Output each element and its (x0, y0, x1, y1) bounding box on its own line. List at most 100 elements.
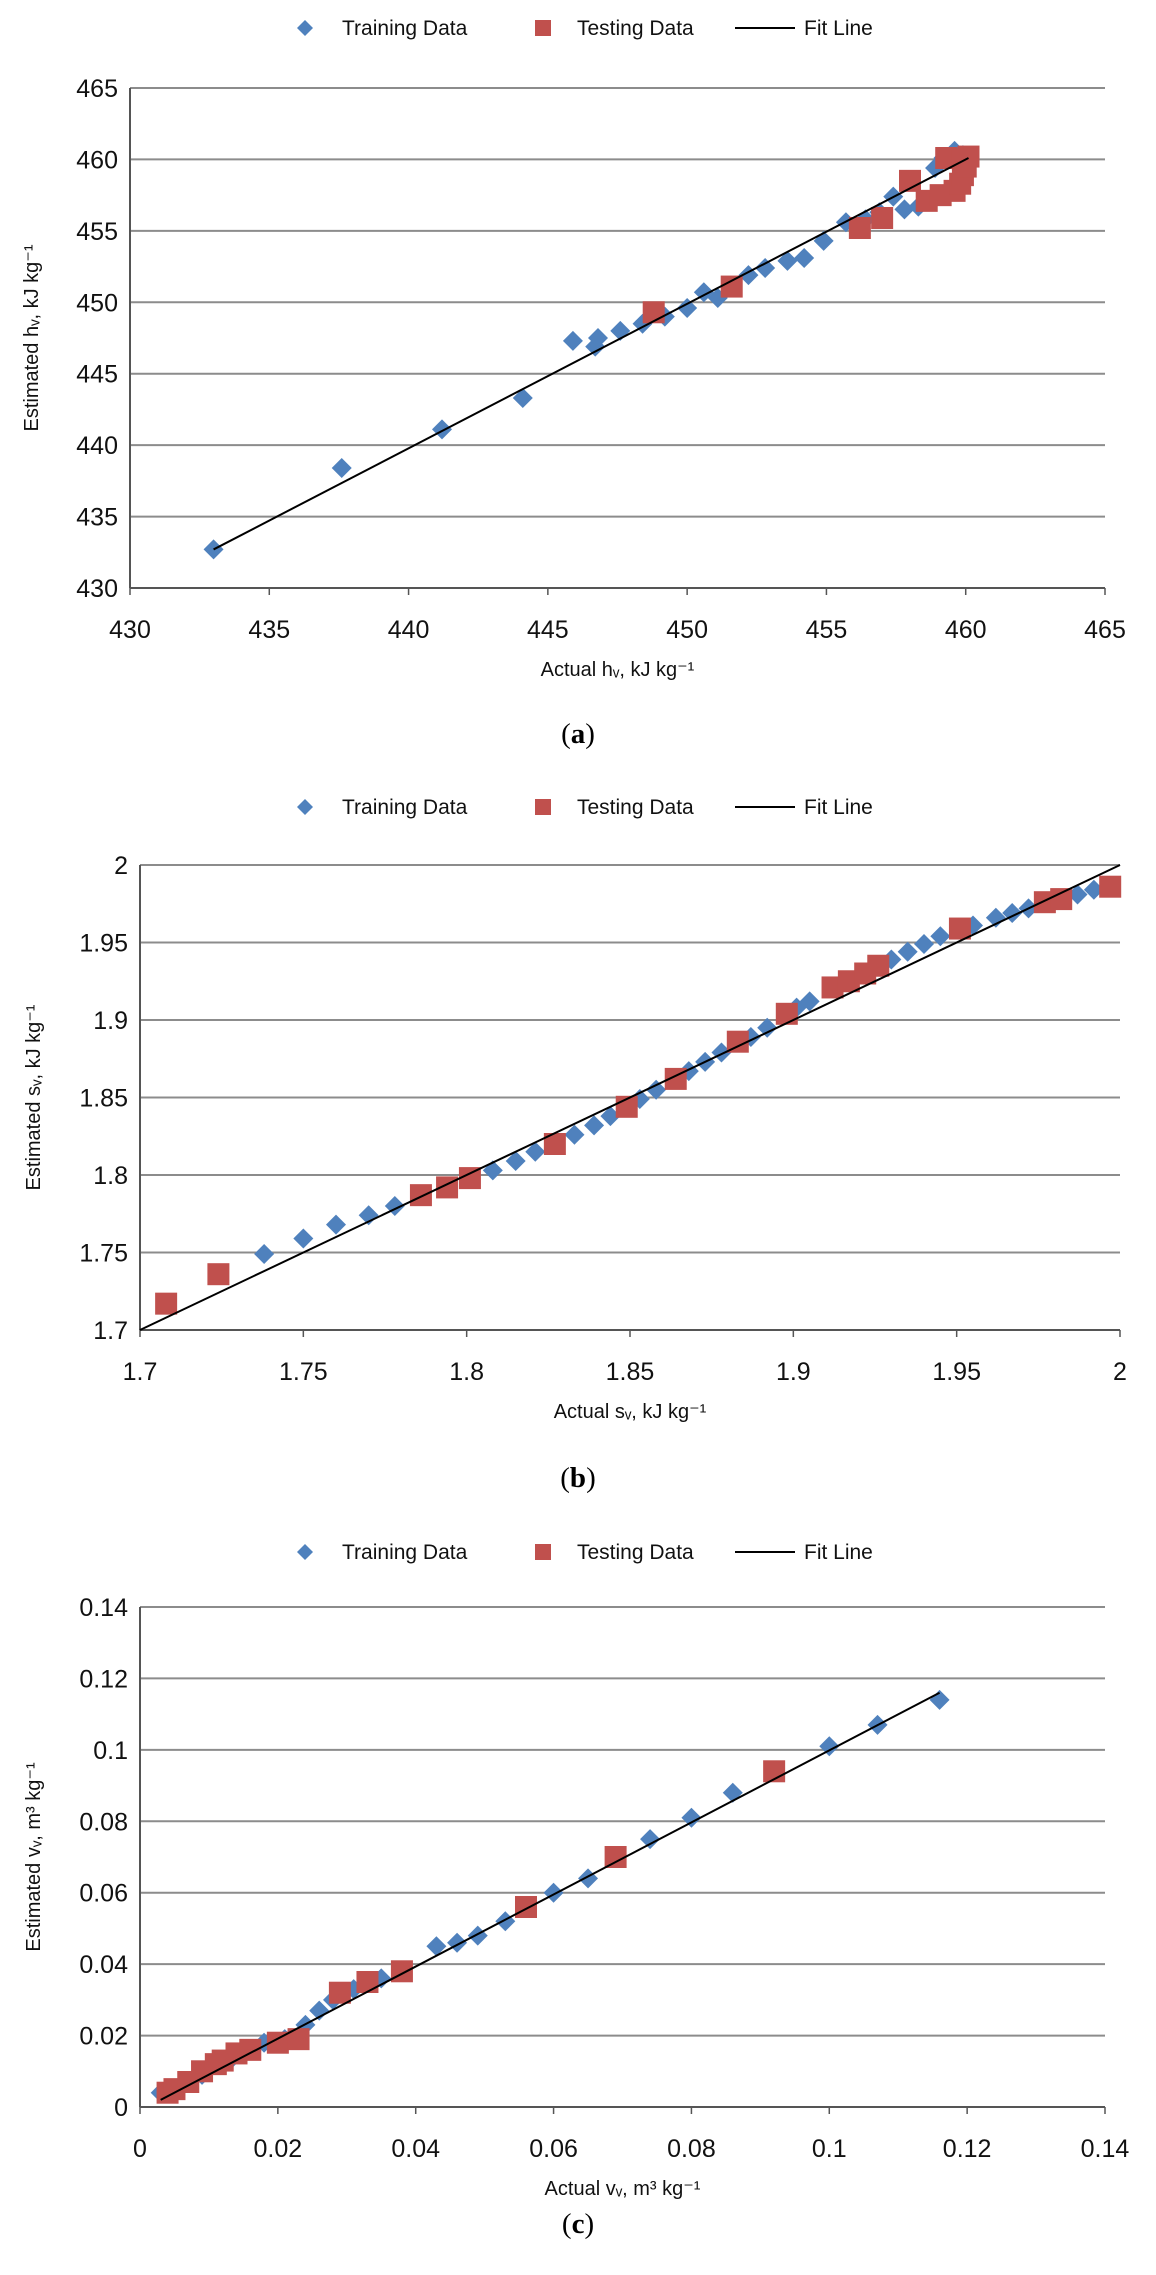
y-tick-label: 0.12 (79, 1665, 128, 1693)
training-point (1067, 884, 1088, 905)
x-tick-label: 445 (527, 616, 569, 644)
y-tick-label: 430 (76, 575, 118, 603)
x-tick-label: 450 (666, 616, 708, 644)
y-tick-label: 460 (76, 146, 118, 174)
training-point (326, 1214, 346, 1235)
testing-point (1099, 875, 1122, 898)
testing-point (867, 954, 890, 977)
testing-point (458, 1167, 481, 1190)
x-tick-label: 1.9 (776, 1358, 811, 1386)
testing-point (266, 2031, 289, 2054)
testing-point (848, 217, 871, 239)
testing-point (1050, 888, 1073, 911)
y-tick-label: 440 (76, 432, 118, 460)
training-point (495, 1911, 516, 1932)
training-point (584, 1115, 605, 1136)
training-point (799, 991, 820, 1012)
training-point (426, 1936, 447, 1957)
fit-line (213, 157, 969, 551)
training-point (293, 1228, 314, 1249)
training-point (777, 250, 798, 271)
y-tick-label: 1.9 (93, 1007, 128, 1035)
y-axis-title: Estimated sᵥ, kJ kg⁻¹ (23, 1004, 45, 1190)
legend-fit-label: Fit Line (804, 796, 873, 819)
training-point (254, 1244, 275, 1265)
x-tick-label: 435 (248, 616, 290, 644)
testing-point (720, 275, 743, 298)
legend-training-marker (297, 20, 313, 36)
legend-training-marker (297, 799, 313, 815)
training-point (930, 926, 951, 947)
x-tick-label: 2 (1113, 1358, 1127, 1386)
training-point (309, 2000, 330, 2021)
training-point (757, 1017, 778, 1038)
x-tick-label: 0.08 (667, 2135, 716, 2163)
training-point (819, 1736, 840, 1757)
training-point (564, 1124, 585, 1145)
testing-point (287, 2028, 310, 2051)
testing-point (642, 301, 665, 324)
x-axis-title: Actual sᵥ, kJ kg⁻¹ (554, 1401, 707, 1423)
legend-training-label: Training Data (342, 796, 468, 819)
training-point (482, 1160, 503, 1181)
x-tick-label: 0.02 (254, 2135, 303, 2163)
testing-point (948, 917, 971, 940)
training-point (588, 328, 608, 348)
testing-point (207, 1263, 230, 1286)
y-tick-label: 1.8 (93, 1162, 128, 1190)
testing-point (871, 207, 894, 229)
x-tick-label: 440 (388, 616, 430, 644)
testing-point (935, 147, 958, 169)
x-axis-title: Actual vᵥ, m³ kg⁻¹ (545, 2178, 701, 2200)
legend-testing-marker (535, 799, 551, 815)
y-tick-label: 0.02 (79, 2023, 128, 2051)
training-point (677, 298, 698, 318)
legend-training-label: Training Data (342, 1541, 468, 1564)
training-point (629, 1089, 650, 1110)
legend-fit-label: Fit Line (804, 1541, 873, 1564)
training-point (640, 1829, 661, 1850)
y-tick-label: 0 (114, 2094, 128, 2122)
x-tick-label: 0.12 (943, 2135, 992, 2163)
training-point (467, 1925, 488, 1946)
x-tick-label: 1.75 (279, 1358, 328, 1386)
legend-c: Training Data Testing Data Fit Line (297, 1541, 873, 1564)
training-point (681, 1807, 702, 1828)
caption-c: (c) (561, 2208, 595, 2240)
training-point (985, 907, 1006, 928)
y-tick-label: 0.14 (79, 1594, 128, 1622)
legend-training-label: Training Data (342, 17, 468, 40)
testing-point (409, 1184, 432, 1207)
testing-point (604, 1846, 627, 1868)
training-point (525, 1141, 546, 1162)
testing-point (356, 1971, 379, 1993)
x-tick-label: 430 (109, 616, 151, 644)
y-tick-label: 465 (76, 75, 118, 103)
training-point (1083, 879, 1104, 900)
x-tick-label: 0 (133, 2135, 147, 2163)
x-tick-label: 0.04 (391, 2135, 440, 2163)
training-point (432, 419, 452, 440)
testing-point (328, 1981, 351, 2004)
training-point (646, 1079, 667, 1100)
training-point (447, 1932, 468, 1953)
testing-point (726, 1030, 749, 1053)
fit-line (139, 864, 1121, 1331)
testing-point (543, 1133, 566, 1155)
y-tick-label: 445 (76, 361, 118, 389)
y-tick-label: 1.75 (79, 1240, 128, 1268)
training-point (600, 1106, 621, 1127)
training-point (562, 330, 583, 351)
legend-fit-label: Fit Line (804, 17, 873, 40)
testing-point (155, 1292, 178, 1315)
training-point (755, 258, 776, 278)
training-point (722, 1782, 743, 1803)
y-tick-label: 0.1 (93, 1737, 128, 1765)
y-tick-label: 0.08 (79, 1808, 128, 1836)
fit-line (160, 1691, 941, 2101)
y-tick-label: 455 (76, 218, 118, 246)
x-tick-label: 1.7 (123, 1358, 158, 1386)
y-tick-label: 450 (76, 289, 118, 317)
legend-training-marker (297, 1544, 313, 1560)
legend-b: Training Data Testing Data Fit Line (297, 796, 873, 819)
